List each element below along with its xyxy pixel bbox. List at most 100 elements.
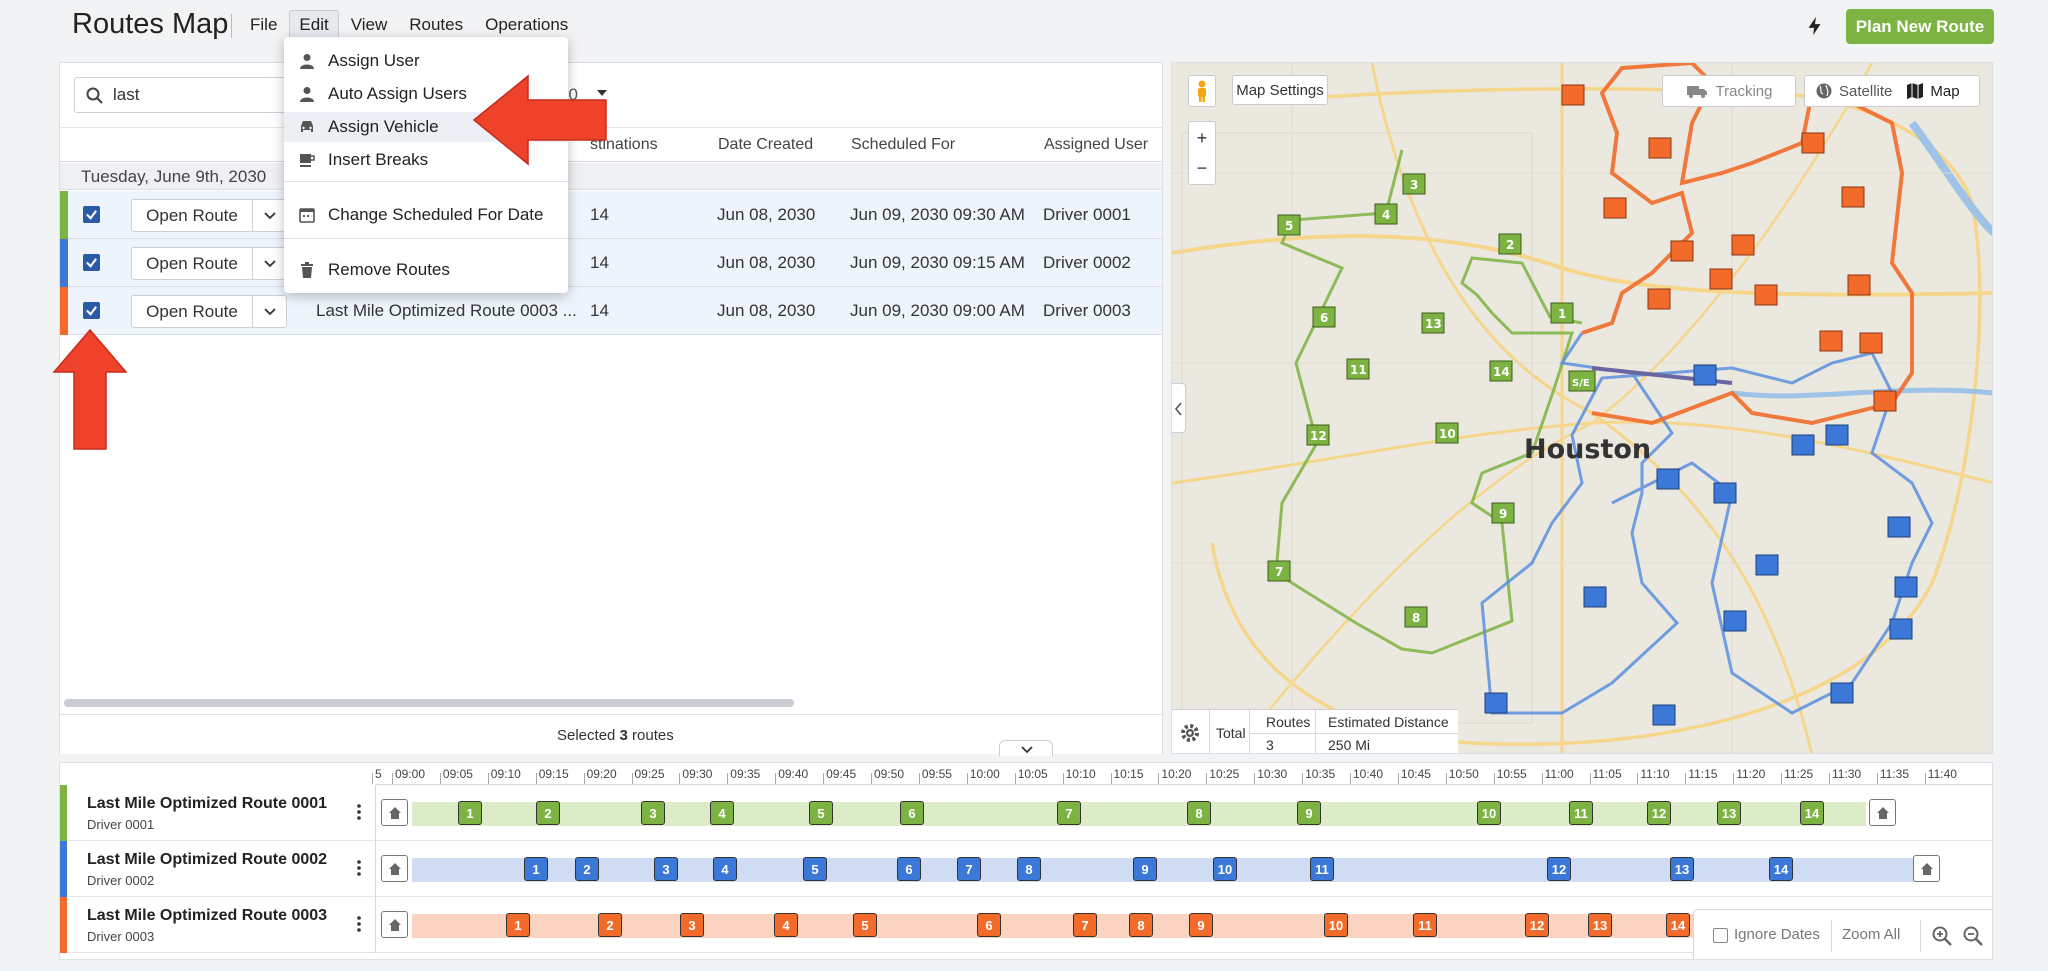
lightning-icon[interactable] bbox=[1804, 14, 1826, 38]
menu-file[interactable]: File bbox=[250, 15, 278, 34]
timeline-stop-marker[interactable]: 13 bbox=[1717, 801, 1741, 825]
timeline-row[interactable]: Last Mile Optimized Route 0001 Driver 00… bbox=[60, 785, 1992, 841]
row-checkbox[interactable] bbox=[83, 206, 100, 223]
timeline-stop-marker[interactable]: 8 bbox=[1017, 857, 1041, 881]
timeline-stop-marker[interactable]: 7 bbox=[1057, 801, 1081, 825]
timeline-stop-marker[interactable]: 12 bbox=[1647, 801, 1671, 825]
timeline-stop-marker[interactable]: 3 bbox=[641, 801, 665, 825]
row-checkbox[interactable] bbox=[83, 302, 100, 319]
timeline-stop-marker[interactable]: 11 bbox=[1413, 913, 1437, 937]
timeline-stop-marker[interactable]: 5 bbox=[853, 913, 877, 937]
timeline-stop-marker[interactable]: 1 bbox=[506, 913, 530, 937]
timeline-stop-marker[interactable]: 13 bbox=[1670, 857, 1694, 881]
timeline-stop-marker[interactable]: 1 bbox=[524, 857, 548, 881]
table-row[interactable]: Open Route 14 Jun 08, 2030 Jun 09, 2030 … bbox=[60, 191, 1162, 239]
zoom-out-icon[interactable] bbox=[1962, 925, 1984, 947]
open-route-menu-button[interactable] bbox=[252, 247, 287, 280]
ignore-dates-label[interactable]: Ignore Dates bbox=[1734, 926, 1820, 943]
table-row[interactable]: Open Route 14 Jun 08, 2030 Jun 09, 2030 … bbox=[60, 239, 1162, 287]
timeline-stop-marker[interactable]: 2 bbox=[598, 913, 622, 937]
street-view-pegman-icon[interactable] bbox=[1188, 75, 1216, 107]
menu-assign-user[interactable]: Assign User bbox=[284, 46, 568, 76]
map-settings-button[interactable]: Map Settings bbox=[1232, 75, 1328, 105]
search-box[interactable] bbox=[74, 77, 294, 113]
home-depot-icon[interactable] bbox=[381, 911, 408, 938]
menu-view[interactable]: View bbox=[350, 15, 388, 34]
header-scheduled-for[interactable]: Scheduled For bbox=[851, 136, 956, 153]
plan-new-route-button[interactable]: Plan New Route bbox=[1846, 9, 1994, 44]
timeline-stop-marker[interactable]: 14 bbox=[1769, 857, 1793, 881]
menu-remove-routes[interactable]: Remove Routes bbox=[284, 255, 568, 285]
zoom-all-button[interactable]: Zoom All bbox=[1842, 926, 1901, 943]
header-date-created[interactable]: Date Created bbox=[718, 136, 814, 153]
timeline-stop-marker[interactable]: 9 bbox=[1133, 857, 1157, 881]
route-name-cell[interactable]: Last Mile Optimized Route 0003 ... bbox=[316, 301, 577, 320]
menu-auto-assign-users[interactable]: Auto Assign Users bbox=[284, 79, 568, 109]
timeline-stop-marker[interactable]: 4 bbox=[774, 913, 798, 937]
timeline-stop-marker[interactable]: 8 bbox=[1187, 801, 1211, 825]
timeline-stop-marker[interactable]: 10 bbox=[1324, 913, 1348, 937]
timeline-stop-marker[interactable]: 4 bbox=[713, 857, 737, 881]
timeline-row[interactable]: Last Mile Optimized Route 0002 Driver 00… bbox=[60, 841, 1992, 897]
row-checkbox[interactable] bbox=[83, 254, 100, 271]
zoom-out-button[interactable]: − bbox=[1196, 158, 1208, 178]
open-route-menu-button[interactable] bbox=[252, 199, 287, 232]
menu-change-scheduled-date[interactable]: Change Scheduled For Date bbox=[284, 200, 568, 230]
timeline-stop-marker[interactable]: 14 bbox=[1800, 801, 1824, 825]
open-route-menu-button[interactable] bbox=[252, 295, 287, 328]
collapse-map-button[interactable] bbox=[1172, 383, 1186, 433]
timeline-stop-marker[interactable]: 2 bbox=[575, 857, 599, 881]
zoom-in-button[interactable]: + bbox=[1196, 128, 1208, 148]
satellite-button[interactable]: Satellite bbox=[1839, 82, 1893, 100]
open-route-button[interactable]: Open Route bbox=[131, 247, 253, 280]
timeline-stop-marker[interactable]: 12 bbox=[1525, 913, 1549, 937]
collapse-table-button[interactable] bbox=[999, 740, 1053, 756]
menu-edit[interactable]: Edit bbox=[289, 10, 339, 40]
timeline-stop-marker[interactable]: 10 bbox=[1477, 801, 1501, 825]
timeline-stop-marker[interactable]: 3 bbox=[680, 913, 704, 937]
home-depot-icon[interactable] bbox=[1869, 799, 1896, 826]
timeline-stop-marker[interactable]: 9 bbox=[1297, 801, 1321, 825]
horizontal-scrollbar[interactable] bbox=[64, 699, 794, 707]
tracking-button[interactable]: Tracking bbox=[1662, 75, 1796, 107]
zoom-in-icon[interactable] bbox=[1931, 925, 1953, 947]
table-row[interactable]: Open Route Last Mile Optimized Route 000… bbox=[60, 287, 1162, 335]
timeline-stop-marker[interactable]: 14 bbox=[1666, 913, 1690, 937]
timeline-stop-marker[interactable]: 4 bbox=[710, 801, 734, 825]
menu-routes[interactable]: Routes bbox=[409, 15, 464, 34]
timeline-stop-marker[interactable]: 7 bbox=[1073, 913, 1097, 937]
open-route-button[interactable]: Open Route bbox=[131, 199, 253, 232]
timeline-stop-marker[interactable]: 1 bbox=[458, 801, 482, 825]
timeline-stop-marker[interactable]: 6 bbox=[897, 857, 921, 881]
timeline-stop-marker[interactable]: 9 bbox=[1189, 913, 1213, 937]
more-options-icon[interactable] bbox=[357, 915, 361, 933]
map-panel[interactable]: 3 4 5 2 1 6 13 11 14 10 12 9 7 8 S/E Houston Map Sett… bbox=[1171, 62, 1993, 754]
timeline-stop-marker[interactable]: 2 bbox=[536, 801, 560, 825]
timeline-stop-marker[interactable]: 10 bbox=[1213, 857, 1237, 881]
ignore-dates-checkbox[interactable] bbox=[1713, 928, 1728, 943]
timeline-stop-marker[interactable]: 6 bbox=[900, 801, 924, 825]
home-depot-icon[interactable] bbox=[381, 855, 408, 882]
timeline-stop-marker[interactable]: 11 bbox=[1310, 857, 1334, 881]
timeline-row[interactable]: Last Mile Optimized Route 0003 Driver 00… bbox=[60, 897, 1992, 953]
timeline-stop-marker[interactable]: 3 bbox=[654, 857, 678, 881]
timeline-stop-marker[interactable]: 13 bbox=[1588, 913, 1612, 937]
timeline-stop-marker[interactable]: 11 bbox=[1569, 801, 1593, 825]
home-depot-icon[interactable] bbox=[1913, 855, 1940, 882]
timeline-stop-marker[interactable]: 8 bbox=[1129, 913, 1153, 937]
timeline-stop-marker[interactable]: 12 bbox=[1547, 857, 1571, 881]
timeline-stop-marker[interactable]: 7 bbox=[957, 857, 981, 881]
timeline-stop-marker[interactable]: 6 bbox=[977, 913, 1001, 937]
home-depot-icon[interactable] bbox=[381, 799, 408, 826]
route-map[interactable]: 3 4 5 2 1 6 13 11 14 10 12 9 7 8 S/E Houston bbox=[1172, 63, 1993, 754]
open-route-button[interactable]: Open Route bbox=[131, 295, 253, 328]
header-destinations[interactable]: stinations bbox=[590, 136, 658, 153]
chevron-down-icon[interactable] bbox=[597, 90, 607, 96]
header-assigned-user[interactable]: Assigned User bbox=[1044, 136, 1149, 153]
menu-insert-breaks[interactable]: Insert Breaks bbox=[284, 145, 568, 175]
map-view-button[interactable]: Map bbox=[1930, 82, 1960, 100]
menu-operations[interactable]: Operations bbox=[485, 15, 569, 34]
timeline-stop-marker[interactable]: 5 bbox=[803, 857, 827, 881]
timeline-stop-marker[interactable]: 5 bbox=[809, 801, 833, 825]
more-options-icon[interactable] bbox=[357, 859, 361, 877]
